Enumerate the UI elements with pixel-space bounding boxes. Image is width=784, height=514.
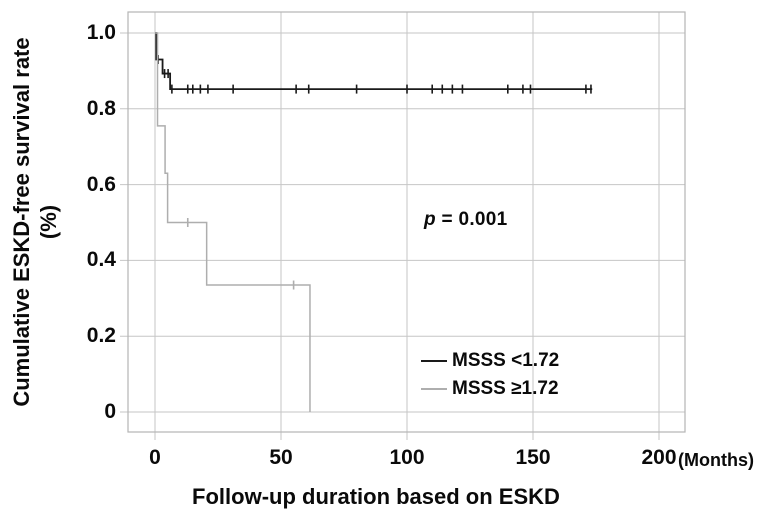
- y-axis-title: Cumulative ESKD-free survival rate: [9, 37, 34, 407]
- p-value-italic-p: p: [424, 209, 436, 230]
- y-tick-label-0.4: 0.4: [86, 248, 116, 271]
- x-tick-label-100: 100: [389, 446, 425, 469]
- x-tick-label-0: 0: [149, 446, 161, 469]
- y-tick-label-0: 0: [104, 400, 116, 423]
- x-axis-title: Follow-up duration based on ESKD: [192, 484, 560, 509]
- legend-label-msss-lt-1.72: MSSS <1.72: [452, 350, 560, 371]
- p-value-annotation: p = 0.001: [424, 209, 508, 231]
- y-axis-title-unit: (%): [36, 204, 61, 240]
- y-tick-label-0.8: 0.8: [86, 97, 116, 120]
- p-value-text: = 0.001: [435, 209, 508, 230]
- survival-curve-1: [155, 32, 311, 412]
- y-tick-label-1.0: 1.0: [86, 21, 116, 44]
- x-tick-label-150: 150: [515, 446, 551, 469]
- x-tick-label-50: 50: [269, 446, 293, 469]
- x-axis-unit-label: (Months): [678, 450, 754, 470]
- legend-swatch-msss-ge-1.72: [421, 388, 447, 390]
- x-tick-label-200: 200: [641, 446, 677, 469]
- legend-swatch-msss-lt-1.72: [421, 360, 447, 362]
- plot-frame: [127, 11, 686, 433]
- y-tick-label-0.6: 0.6: [86, 173, 116, 196]
- y-tick-label-0.2: 0.2: [86, 324, 116, 347]
- legend-label-msss-ge-1.72: MSSS ≥1.72: [452, 378, 559, 399]
- survival-curve-0: [155, 32, 593, 90]
